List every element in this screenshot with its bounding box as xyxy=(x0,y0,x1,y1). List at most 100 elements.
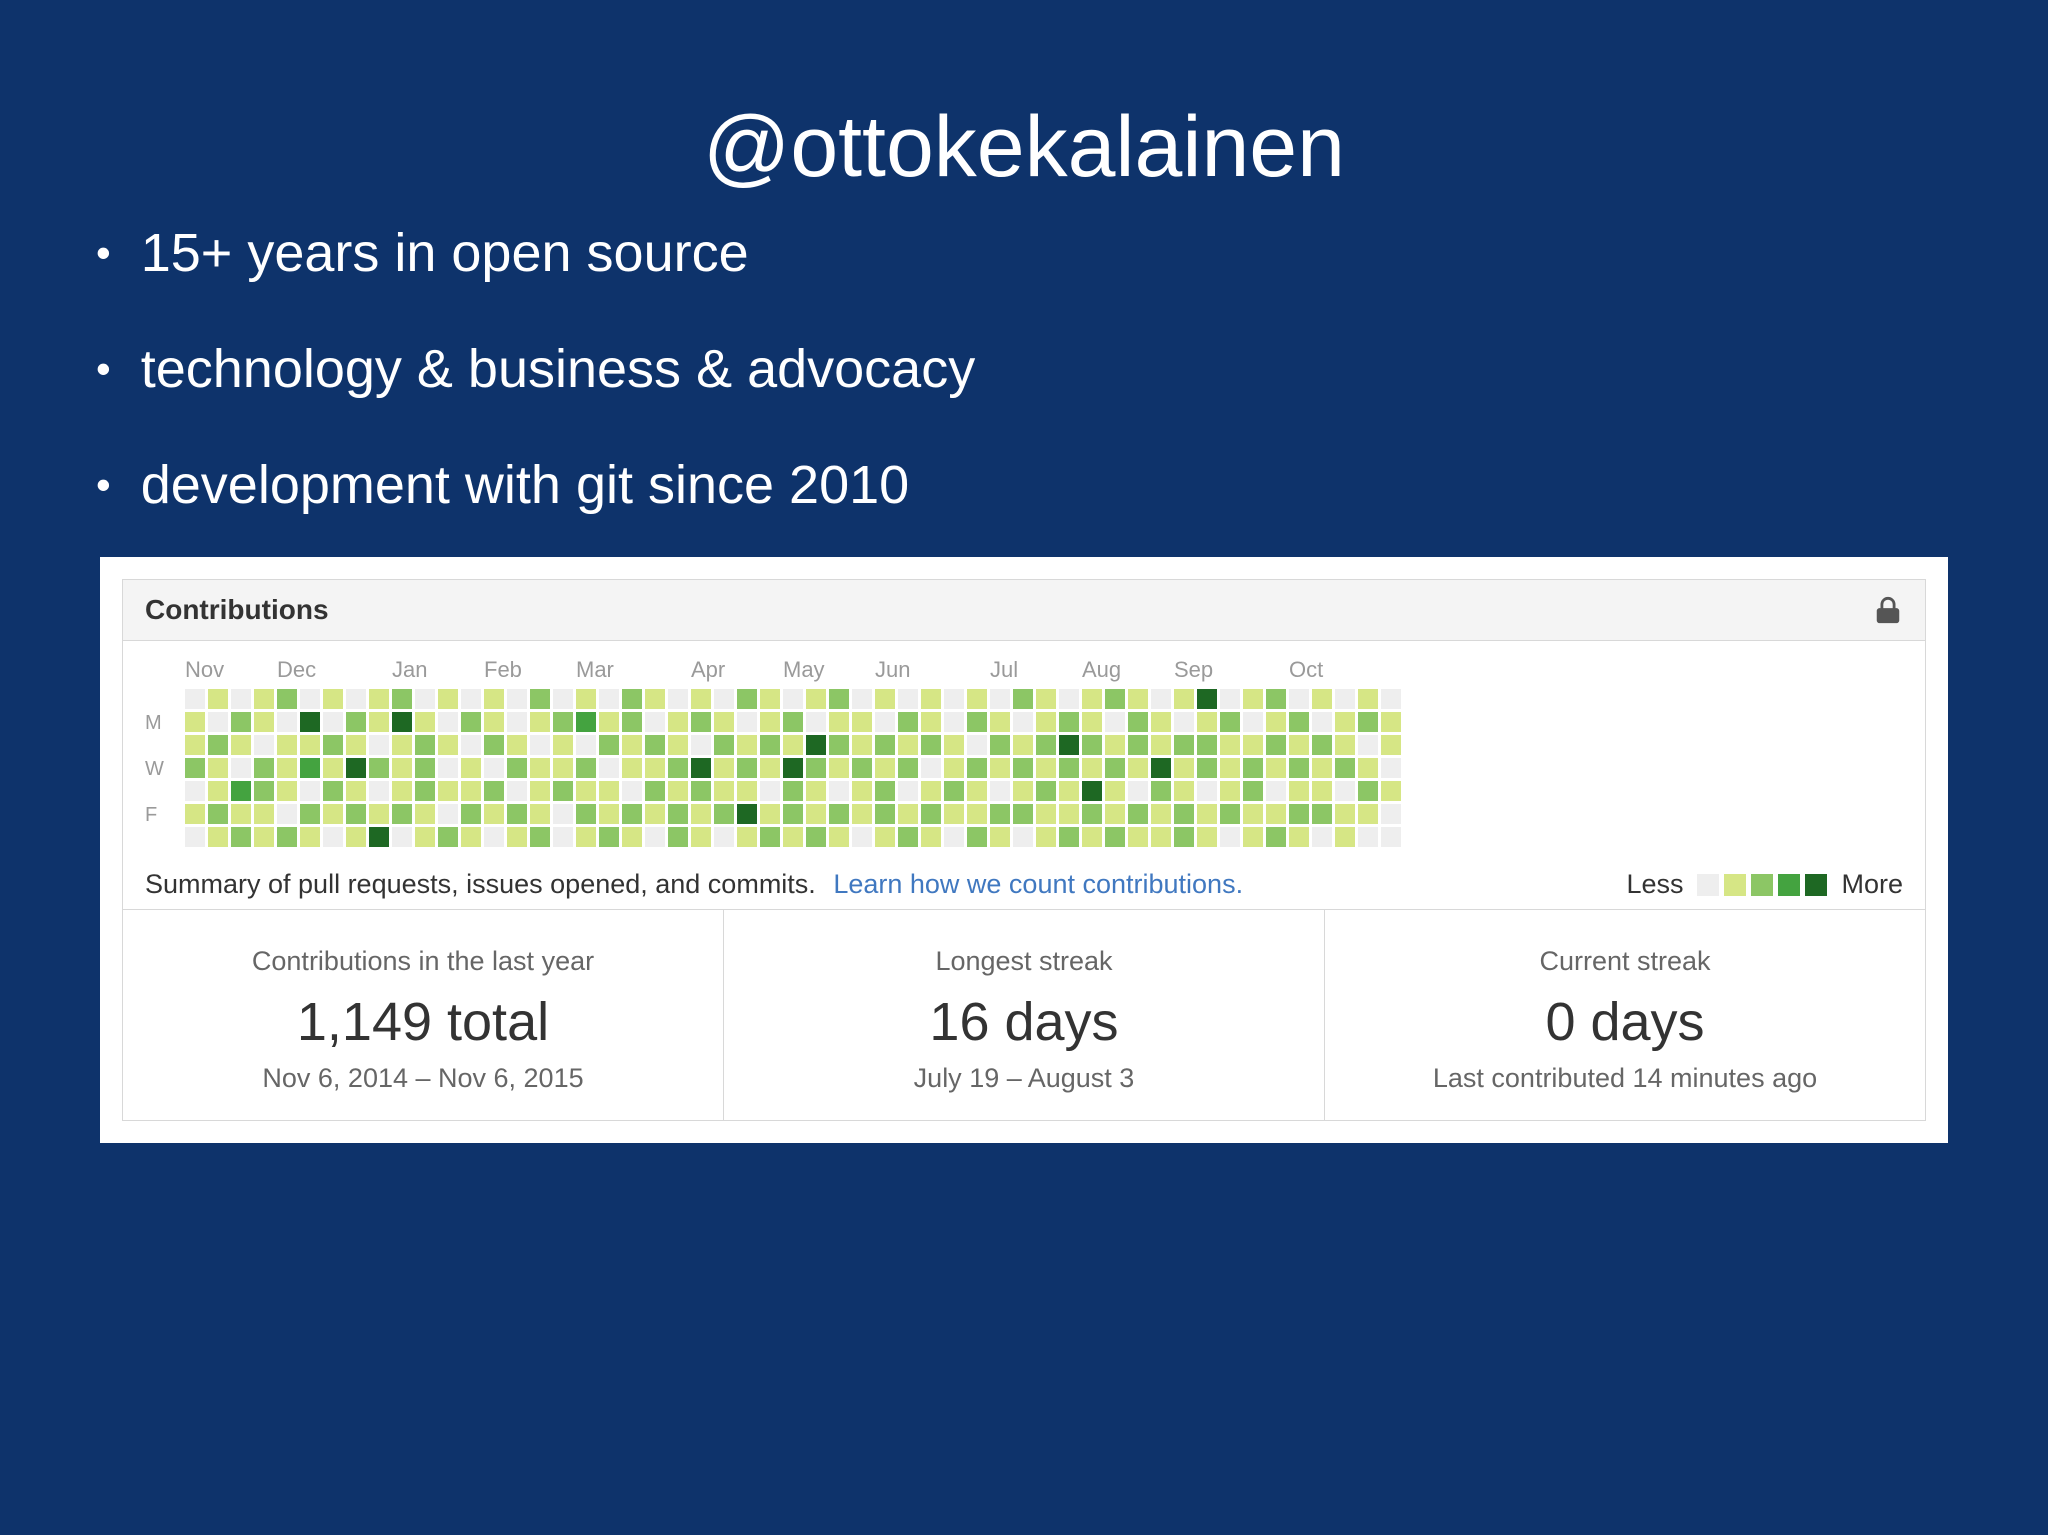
contribution-cell xyxy=(737,781,757,801)
contribution-cell xyxy=(737,758,757,778)
contribution-cell xyxy=(1289,689,1309,709)
contribution-cell xyxy=(576,689,596,709)
contribution-cell xyxy=(1197,712,1217,732)
contribution-cell xyxy=(806,735,826,755)
contribution-cell xyxy=(852,804,872,824)
contribution-cell xyxy=(1105,712,1125,732)
contribution-cell xyxy=(1105,804,1125,824)
contribution-cell xyxy=(622,804,642,824)
contribution-cell xyxy=(254,689,274,709)
contribution-cell xyxy=(553,781,573,801)
contribution-cell xyxy=(1220,781,1240,801)
contribution-cell xyxy=(1243,712,1263,732)
contribution-cell xyxy=(277,735,297,755)
bullet-item: • development with git since 2010 xyxy=(96,454,975,516)
contribution-cell xyxy=(1105,758,1125,778)
contribution-cell xyxy=(806,827,826,847)
contribution-cell xyxy=(208,712,228,732)
contribution-cell xyxy=(1197,735,1217,755)
stat-label: Current streak xyxy=(1539,946,1711,976)
contribution-cell xyxy=(944,758,964,778)
contribution-cell xyxy=(1381,712,1401,732)
month-label: Jun xyxy=(875,657,911,682)
contribution-cell xyxy=(1151,689,1171,709)
contribution-cell xyxy=(1197,689,1217,709)
contribution-cell xyxy=(760,804,780,824)
legend-swatch xyxy=(1697,873,1720,896)
contribution-cell xyxy=(1036,804,1056,824)
contribution-cell xyxy=(1289,827,1309,847)
contribution-cell xyxy=(760,712,780,732)
contribution-cell xyxy=(737,712,757,732)
contribution-cell xyxy=(921,758,941,778)
contributions-panel: Contributions Nov Dec Jan Feb Mar Apr May Jun Ju… xyxy=(122,579,1926,1121)
contribution-cell xyxy=(852,689,872,709)
contribution-cell xyxy=(392,758,412,778)
contribution-cell xyxy=(438,781,458,801)
contribution-cell xyxy=(254,827,274,847)
contribution-cell xyxy=(208,781,228,801)
contribution-cell xyxy=(507,712,527,732)
contribution-cell xyxy=(346,689,366,709)
contribution-cell xyxy=(461,712,481,732)
contribution-cell xyxy=(1059,758,1079,778)
contribution-cell xyxy=(806,712,826,732)
contribution-cell xyxy=(484,827,504,847)
contribution-cell xyxy=(1013,689,1033,709)
contribution-cell xyxy=(668,689,688,709)
contribution-cell xyxy=(185,781,205,801)
contribution-cell xyxy=(760,758,780,778)
contribution-cell xyxy=(277,758,297,778)
contribution-cell xyxy=(254,781,274,801)
contribution-cell xyxy=(645,804,665,824)
contribution-cell xyxy=(461,827,481,847)
contribution-cell xyxy=(990,758,1010,778)
contribution-cell xyxy=(944,689,964,709)
contribution-cell xyxy=(875,758,895,778)
legend-swatch xyxy=(1805,873,1828,896)
contribution-cell xyxy=(576,735,596,755)
contribution-cell xyxy=(323,781,343,801)
contribution-cell xyxy=(369,804,389,824)
stat-contributions-last-year: Contributions in the last year 1,149 tot… xyxy=(123,910,723,1120)
contribution-cell xyxy=(231,735,251,755)
github-contributions-screenshot: Contributions Nov Dec Jan Feb Mar Apr May Jun Ju… xyxy=(100,557,1948,1143)
contribution-cell xyxy=(1266,712,1286,732)
contribution-cell xyxy=(668,758,688,778)
contribution-cell xyxy=(277,689,297,709)
contributions-title: Contributions xyxy=(145,594,329,625)
contribution-cell xyxy=(576,712,596,732)
contribution-cell xyxy=(484,758,504,778)
contribution-cell xyxy=(484,689,504,709)
contribution-cell xyxy=(1128,712,1148,732)
contribution-cell xyxy=(231,804,251,824)
contribution-cell xyxy=(277,781,297,801)
legend-less-label: Less xyxy=(1626,869,1684,899)
contribution-cell xyxy=(1335,735,1355,755)
contribution-cell xyxy=(1174,781,1194,801)
contribution-cell xyxy=(1082,781,1102,801)
stat-label: Longest streak xyxy=(935,946,1113,976)
contribution-cell xyxy=(1358,758,1378,778)
contribution-cell xyxy=(967,781,987,801)
contribution-cell xyxy=(185,712,205,732)
contribution-cell xyxy=(1082,689,1102,709)
contribution-cell xyxy=(1243,689,1263,709)
contribution-cell xyxy=(415,712,435,732)
contribution-cell xyxy=(990,804,1010,824)
contribution-cell xyxy=(967,735,987,755)
contribution-cell xyxy=(622,712,642,732)
bullet-item: • 15+ years in open source xyxy=(96,222,975,284)
contributions-help-link[interactable]: Learn how we count contributions. xyxy=(833,869,1244,899)
contribution-cell xyxy=(967,712,987,732)
contribution-cell xyxy=(484,804,504,824)
contribution-cell xyxy=(461,689,481,709)
contribution-cell xyxy=(898,781,918,801)
contribution-cell xyxy=(1059,712,1079,732)
month-label: Sep xyxy=(1174,657,1214,682)
contribution-cell xyxy=(208,689,228,709)
contribution-cell xyxy=(622,689,642,709)
contribution-cell xyxy=(208,758,228,778)
contribution-cell xyxy=(369,712,389,732)
contribution-cell xyxy=(783,758,803,778)
